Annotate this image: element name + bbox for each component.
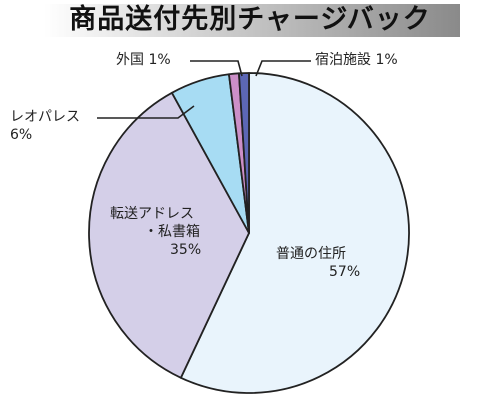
- leader-line-宿泊施設: [255, 60, 311, 77]
- slice-label-line: 外国 1%: [116, 52, 171, 68]
- slice-percent: 57%: [329, 264, 361, 280]
- slice-label-普通の住所: 普通の住所 57%: [276, 245, 360, 281]
- title-banner: [44, 4, 460, 37]
- slice-label-転送アドレス: 転送アドレス ・私書箱 35%: [110, 205, 201, 259]
- slice-label-宿泊施設: 宿泊施設 1%: [315, 51, 398, 69]
- slice-label-line: ・私書箱: [144, 224, 200, 240]
- slice-label-外国: 外国 1%: [116, 51, 171, 69]
- slice-label-レオパレス: レオパレス 6%: [10, 108, 80, 144]
- pie-slice-0: [179, 72, 410, 394]
- slice-label-line: 転送アドレス: [110, 206, 194, 222]
- leader-line-外国: [190, 60, 243, 77]
- slice-label-line: 普通の住所: [276, 246, 346, 262]
- slice-label-line: 宿泊施設 1%: [315, 52, 398, 68]
- slice-label-line: レオパレス: [10, 109, 80, 125]
- pie-slice-1: [88, 91, 250, 379]
- slice-percent: 35%: [170, 242, 202, 258]
- leader-line-レオパレス: [97, 105, 195, 119]
- chart-title: 商品送付先別チャージバック: [69, 4, 431, 35]
- pie-slice-4: [238, 72, 250, 234]
- slice-percent: 6%: [10, 127, 33, 143]
